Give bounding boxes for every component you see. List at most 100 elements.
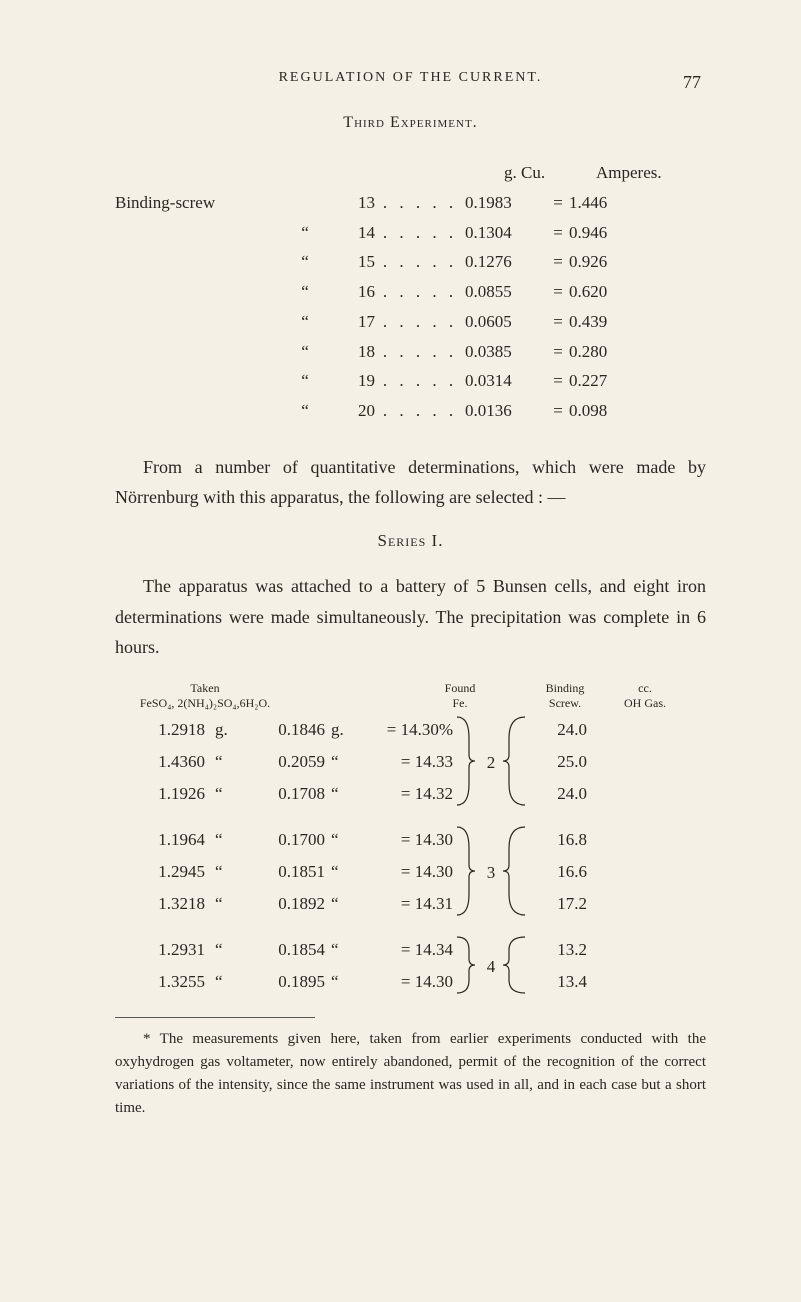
percent-value: = 14.33 xyxy=(353,747,453,778)
unit: g. xyxy=(325,715,353,746)
table-row: 1.2931“0.1854“= 14.3413.2 xyxy=(115,935,706,967)
leader-dots: . . . . . xyxy=(375,247,465,277)
gas-value: 24.0 xyxy=(529,779,587,810)
table-row: “18. . . . .0.0385=0.280 xyxy=(115,337,706,367)
taken-value: 1.2931 xyxy=(115,935,205,966)
percent-value: = 14.30 xyxy=(353,825,453,856)
brace-right-icon xyxy=(507,935,527,999)
gcu-value: 0.0314 xyxy=(465,366,547,396)
paragraph-intro: From a number of quantitative determinat… xyxy=(115,452,706,513)
footnote-text: * The measurements given here, taken fro… xyxy=(115,1028,706,1121)
ditto-mark: “ xyxy=(275,277,335,307)
unit: “ xyxy=(325,747,353,778)
table-row: 1.3255“0.1895“= 14.3013.4 xyxy=(115,967,706,999)
gas-value: 16.8 xyxy=(529,825,587,856)
found-value: 0.1892 xyxy=(239,889,325,920)
paragraph-series: The apparatus was attached to a battery … xyxy=(115,571,706,663)
binding-screw-table: g. Cu. Amperes. Binding-screw13. . . . .… xyxy=(115,158,706,426)
percent-value: = 14.30 xyxy=(353,857,453,888)
table-row: 1.2945“0.1851“= 14.3016.6 xyxy=(115,857,706,889)
hdr-binding: Binding xyxy=(525,681,605,696)
leader-dots: . . . . . xyxy=(375,337,465,367)
table-row: “19. . . . .0.0314=0.227 xyxy=(115,366,706,396)
taken-value: 1.2918 xyxy=(115,715,205,746)
unit: “ xyxy=(325,825,353,856)
taken-value: 1.3218 xyxy=(115,889,205,920)
gcu-value: 0.1983 xyxy=(465,188,547,218)
binding-screw-value: 2 xyxy=(475,753,507,773)
ditto-mark: “ xyxy=(275,337,335,367)
found-value: 0.1846 xyxy=(239,715,325,746)
brace-right-icon xyxy=(507,715,527,811)
screw-number: 13 xyxy=(335,188,375,218)
table-row: 1.1926“0.1708“= 14.3224.0 xyxy=(115,779,706,811)
col-header-amperes: Amperes. xyxy=(596,158,706,188)
taken-value: 1.4360 xyxy=(115,747,205,778)
unit: g. xyxy=(205,715,239,746)
amperes-value: 1.446 xyxy=(569,188,639,218)
gcu-value: 0.0136 xyxy=(465,396,547,426)
brace-left-icon xyxy=(455,935,475,999)
amperes-value: 0.280 xyxy=(569,337,639,367)
unit: “ xyxy=(205,857,239,888)
taken-value: 1.3255 xyxy=(115,967,205,998)
found-value: 0.1895 xyxy=(239,967,325,998)
hdr-taken: Taken xyxy=(115,681,295,696)
unit: “ xyxy=(205,779,239,810)
hdr-taken-sub: FeSO₄, 2(NH₄)₂SO₄,6H₂O. xyxy=(115,696,295,711)
amperes-value: 0.946 xyxy=(569,218,639,248)
equals-sign: = xyxy=(547,366,569,396)
hdr-found-sub: Fe. xyxy=(395,696,525,711)
taken-value: 1.1926 xyxy=(115,779,205,810)
unit: “ xyxy=(325,889,353,920)
ditto-mark: “ xyxy=(275,218,335,248)
amperes-value: 0.227 xyxy=(569,366,639,396)
unit: “ xyxy=(205,967,239,998)
percent-value: = 14.34 xyxy=(353,935,453,966)
gcu-value: 0.1276 xyxy=(465,247,547,277)
table-row: “17. . . . .0.0605=0.439 xyxy=(115,307,706,337)
amperes-value: 0.098 xyxy=(569,396,639,426)
percent-value: = 14.30 xyxy=(353,967,453,998)
table-row: “20. . . . .0.0136=0.098 xyxy=(115,396,706,426)
table-row: 1.2918g.0.1846g.= 14.30%24.0 xyxy=(115,715,706,747)
brace-left-icon xyxy=(455,825,475,921)
amperes-value: 0.439 xyxy=(569,307,639,337)
taken-value: 1.2945 xyxy=(115,857,205,888)
amperes-value: 0.620 xyxy=(569,277,639,307)
equals-sign: = xyxy=(547,218,569,248)
found-value: 0.1700 xyxy=(239,825,325,856)
found-value: 0.1708 xyxy=(239,779,325,810)
brace-left-icon xyxy=(455,715,475,811)
ditto-mark: “ xyxy=(275,366,335,396)
table-group: 1.1964“0.1700“= 14.3016.81.2945“0.1851“=… xyxy=(115,825,706,921)
table-row: “16. . . . .0.0855=0.620 xyxy=(115,277,706,307)
leader-dots: . . . . . xyxy=(375,366,465,396)
equals-sign: = xyxy=(547,277,569,307)
leader-dots: . . . . . xyxy=(375,218,465,248)
table-row: “14. . . . .0.1304=0.946 xyxy=(115,218,706,248)
screw-number: 20 xyxy=(335,396,375,426)
hdr-found: Found xyxy=(395,681,525,696)
gcu-value: 0.0855 xyxy=(465,277,547,307)
equals-sign: = xyxy=(547,396,569,426)
col-header-gcu: g. Cu. xyxy=(504,158,596,188)
gcu-value: 0.0605 xyxy=(465,307,547,337)
footnote-rule xyxy=(115,1017,315,1018)
experiment-subhead: Third Experiment. xyxy=(115,114,706,132)
equals-sign: = xyxy=(547,337,569,367)
gas-value: 24.0 xyxy=(529,715,587,746)
ditto-mark: “ xyxy=(275,396,335,426)
taken-value: 1.1964 xyxy=(115,825,205,856)
brace-right-icon xyxy=(507,825,527,921)
gcu-value: 0.1304 xyxy=(465,218,547,248)
leader-dots: . . . . . xyxy=(375,396,465,426)
screw-number: 19 xyxy=(335,366,375,396)
percent-value: = 14.30% xyxy=(353,715,453,746)
leader-dots: . . . . . xyxy=(375,277,465,307)
table-row: Binding-screw13. . . . .0.1983=1.446 xyxy=(115,188,706,218)
ditto-mark: “ xyxy=(275,247,335,277)
gas-value: 16.6 xyxy=(529,857,587,888)
table-row: “15. . . . .0.1276=0.926 xyxy=(115,247,706,277)
found-value: 0.1851 xyxy=(239,857,325,888)
